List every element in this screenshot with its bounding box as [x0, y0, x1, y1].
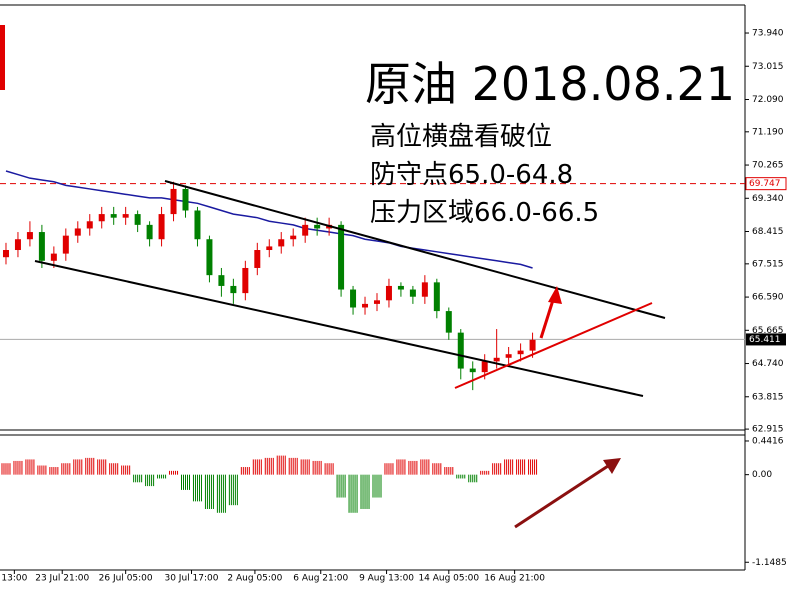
candle-body: [86, 221, 93, 229]
candle-body: [373, 300, 380, 304]
candle-body: [110, 214, 117, 218]
candle-body: [62, 235, 69, 254]
candle-body: [242, 267, 249, 294]
trendline: [164, 180, 666, 319]
candle-body: [493, 357, 500, 362]
x-tick-label: 23 Jul 21:00: [35, 574, 89, 584]
y-tick-label: 73.940: [752, 29, 784, 39]
candle-body: [278, 239, 285, 247]
candle-body: [409, 289, 416, 297]
arrow: [514, 464, 609, 529]
candle-body: [50, 253, 57, 261]
y-tick-label: 69.340: [752, 194, 784, 204]
candle-body: [290, 235, 297, 240]
candle-body: [302, 224, 309, 236]
candle-body: [146, 224, 153, 240]
y-tick-label: 67.515: [752, 259, 784, 269]
candle-body: [194, 210, 201, 240]
y-tick-label: 66.590: [752, 293, 784, 303]
y-tick-label: 73.015: [752, 62, 784, 72]
candle-body: [433, 282, 440, 312]
x-tick-label: 30 Jul 17:00: [164, 574, 218, 584]
candle-body: [397, 285, 404, 290]
candle-body: [254, 250, 261, 268]
annotation: 高位横盘看破位: [370, 122, 552, 152]
corner-button: [0, 25, 5, 90]
price-tag-label: 65.411: [749, 335, 781, 345]
candle-body: [206, 239, 213, 276]
price-tag: [746, 333, 786, 346]
y-tick-label: 0.00: [752, 470, 772, 480]
y-tick-label: 64.740: [752, 359, 784, 369]
candle-body: [350, 289, 357, 308]
candle-body: [385, 285, 392, 301]
candle-body: [338, 224, 345, 290]
support-line: [454, 302, 653, 389]
price-tag: [745, 177, 787, 191]
arrow-head: [603, 458, 621, 474]
candle-body: [314, 224, 321, 229]
candle-body: [14, 239, 21, 251]
candle-body: [134, 214, 141, 225]
candle-body: [2, 250, 9, 258]
y-tick-label: 71.190: [752, 127, 784, 137]
arrow: [539, 299, 555, 339]
y-tick-label: 65.665: [752, 326, 784, 336]
candle-body: [445, 311, 452, 333]
candle-body: [218, 275, 225, 286]
annotation: 压力区域66.0-66.5: [370, 198, 599, 228]
candle-body: [505, 354, 512, 358]
candle-body: [266, 246, 273, 251]
candle-body: [98, 214, 105, 222]
arrow-head: [548, 286, 562, 304]
annotation: 防守点65.0-64.8: [370, 160, 573, 190]
y-tick-label: 70.265: [752, 161, 784, 171]
candle-body: [421, 282, 428, 297]
y-tick-label: 0.4416: [752, 436, 784, 446]
candle-body: [481, 361, 488, 373]
candle-body: [182, 188, 189, 211]
x-tick-label: 26 Jul 05:00: [99, 574, 153, 584]
candle-body: [362, 303, 369, 308]
y-tick-label: 63.815: [752, 392, 784, 402]
candle-body: [26, 232, 33, 240]
y-tick-label: -1.1485: [752, 558, 787, 568]
candle-body: [158, 214, 165, 240]
y-tick-label: 62.915: [752, 425, 784, 435]
candle-body: [517, 350, 524, 355]
x-tick-label: 14 Aug 05:00: [418, 574, 479, 584]
trendline: [34, 260, 644, 397]
candle-body: [170, 188, 177, 215]
candle-body: [74, 228, 81, 236]
chart-title: 原油 2018.08.21: [365, 57, 735, 111]
candle-body: [38, 232, 45, 261]
candle-body: [469, 368, 476, 373]
x-tick-label: 16 Aug 21:00: [484, 574, 545, 584]
y-tick-label: 68.415: [752, 227, 784, 237]
x-tick-label: 13:00: [1, 574, 27, 584]
plot: 73.940 73.015 72.090 71.190 70.265 69.340 68.4…: [0, 29, 787, 584]
moving-average: [5, 170, 533, 269]
x-tick-label: 2 Aug 05:00: [227, 574, 282, 584]
candle-body: [457, 332, 464, 369]
x-tick-label: 9 Aug 13:00: [359, 574, 414, 584]
candle-body: [230, 285, 237, 294]
x-tick-label: 6 Aug 21:00: [293, 574, 348, 584]
candle-body: [529, 339, 536, 351]
candle-body: [122, 214, 129, 218]
y-tick-label: 72.090: [752, 95, 784, 105]
price-tag-label: 69.747: [749, 179, 781, 189]
